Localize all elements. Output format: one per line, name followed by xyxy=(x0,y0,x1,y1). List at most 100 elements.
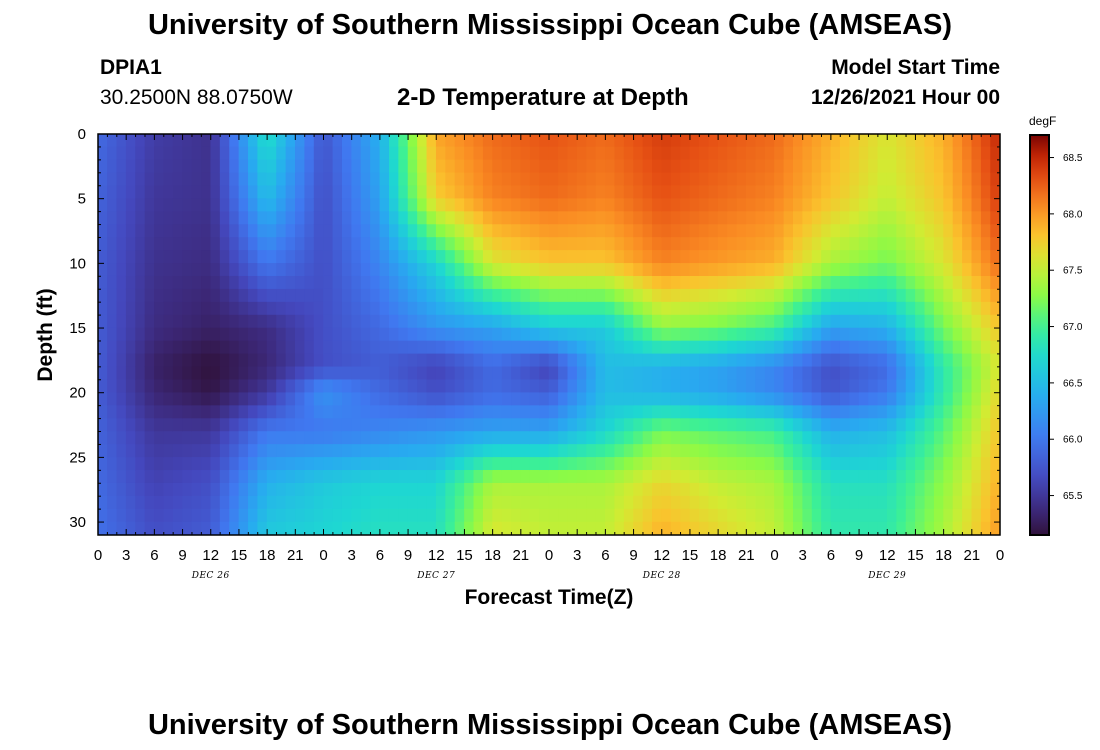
heatmap-cell xyxy=(943,521,954,535)
heatmap-cell xyxy=(680,185,691,199)
heatmap-cell xyxy=(548,392,559,406)
heatmap-cell xyxy=(229,366,240,381)
heatmap-cell xyxy=(839,211,850,225)
heatmap-cell xyxy=(623,198,634,212)
heatmap-cell xyxy=(623,457,634,471)
heatmap-cell xyxy=(370,211,381,225)
heatmap-cell xyxy=(144,366,155,381)
heatmap-cell xyxy=(924,470,935,484)
heatmap-cell xyxy=(633,470,644,484)
heatmap-cell xyxy=(201,418,212,432)
heatmap-cell xyxy=(896,211,907,225)
heatmap-cell xyxy=(802,340,813,355)
heatmap-cell xyxy=(379,379,390,394)
heatmap-cell xyxy=(266,508,277,523)
heatmap-cell xyxy=(379,508,390,523)
heatmap-cell xyxy=(962,508,973,523)
heatmap-cell xyxy=(482,418,493,432)
heatmap-cell xyxy=(924,263,935,277)
heatmap-cell xyxy=(605,314,616,329)
heatmap-cell xyxy=(511,495,522,510)
heatmap-cell xyxy=(539,457,550,471)
heatmap-cell xyxy=(539,288,550,303)
heatmap-cell xyxy=(304,301,315,316)
heatmap-cell xyxy=(924,185,935,199)
heatmap-cell xyxy=(219,521,230,535)
heatmap-cell xyxy=(520,134,531,148)
heatmap-cell xyxy=(379,198,390,212)
heatmap-cell xyxy=(304,211,315,225)
heatmap-cell xyxy=(492,470,503,484)
heatmap-cell xyxy=(201,211,212,225)
heatmap-cell xyxy=(689,418,700,432)
heatmap-cell xyxy=(905,301,916,316)
heatmap-cell xyxy=(680,198,691,212)
heatmap-cell xyxy=(708,405,719,419)
heatmap-cell xyxy=(586,470,597,484)
heatmap-cell xyxy=(219,431,230,445)
heatmap-cell xyxy=(210,353,221,368)
heatmap-cell xyxy=(680,211,691,225)
heatmap-cell xyxy=(736,457,747,471)
heatmap-cell xyxy=(398,146,409,161)
heatmap-cell xyxy=(370,353,381,368)
heatmap-cell xyxy=(811,185,822,199)
heatmap-cell xyxy=(595,418,606,432)
heatmap-cell xyxy=(511,405,522,419)
heatmap-cell xyxy=(839,224,850,238)
heatmap-cell xyxy=(727,327,738,342)
heatmap-cell xyxy=(915,379,926,394)
heatmap-cell xyxy=(257,353,268,368)
colorbar-tick-label: 66.5 xyxy=(1063,378,1083,389)
heatmap-cell xyxy=(680,444,691,458)
heatmap-cell xyxy=(107,418,118,432)
heatmap-cell xyxy=(398,275,409,290)
heatmap-cell xyxy=(323,470,334,484)
heatmap-cell xyxy=(952,275,963,290)
heatmap-cell xyxy=(915,146,926,161)
heatmap-cell xyxy=(529,405,540,419)
heatmap-cell xyxy=(445,224,456,238)
heatmap-cell xyxy=(172,185,183,199)
heatmap-cell xyxy=(144,495,155,510)
heatmap-cell xyxy=(567,418,578,432)
heatmap-cell xyxy=(689,379,700,394)
heatmap-cell xyxy=(539,263,550,277)
heatmap-cell xyxy=(839,340,850,355)
heatmap-cell xyxy=(116,444,127,458)
heatmap-cell xyxy=(567,366,578,381)
heatmap-cell xyxy=(839,327,850,342)
heatmap-cell xyxy=(755,237,766,251)
heatmap-cell xyxy=(482,263,493,277)
heatmap-cell xyxy=(323,288,334,303)
heatmap-cell xyxy=(473,237,484,251)
heatmap-cell xyxy=(351,482,362,497)
heatmap-cell xyxy=(576,327,587,342)
heatmap-cell xyxy=(952,353,963,368)
heatmap-cell xyxy=(379,444,390,458)
heatmap-cell xyxy=(135,340,146,355)
heatmap-cell xyxy=(830,495,841,510)
heatmap-cell xyxy=(886,392,897,406)
heatmap-cell xyxy=(454,495,465,510)
heatmap-cell xyxy=(802,263,813,277)
heatmap-cell xyxy=(933,405,944,419)
heatmap-cell xyxy=(886,172,897,187)
heatmap-cell xyxy=(821,392,832,406)
heatmap-cell xyxy=(229,301,240,316)
heatmap-cell xyxy=(915,301,926,316)
heatmap-cell xyxy=(764,366,775,381)
heatmap-cell xyxy=(792,134,803,148)
heatmap-cell xyxy=(633,482,644,497)
heatmap-cell xyxy=(285,134,296,148)
heatmap-cell xyxy=(633,392,644,406)
heatmap-cell xyxy=(191,198,202,212)
heatmap-cell xyxy=(971,263,982,277)
heatmap-cell xyxy=(163,237,174,251)
heatmap-cell xyxy=(473,224,484,238)
heatmap-cell xyxy=(642,508,653,523)
heatmap-cell xyxy=(248,198,259,212)
heatmap-cell xyxy=(257,263,268,277)
heatmap-cell xyxy=(821,379,832,394)
